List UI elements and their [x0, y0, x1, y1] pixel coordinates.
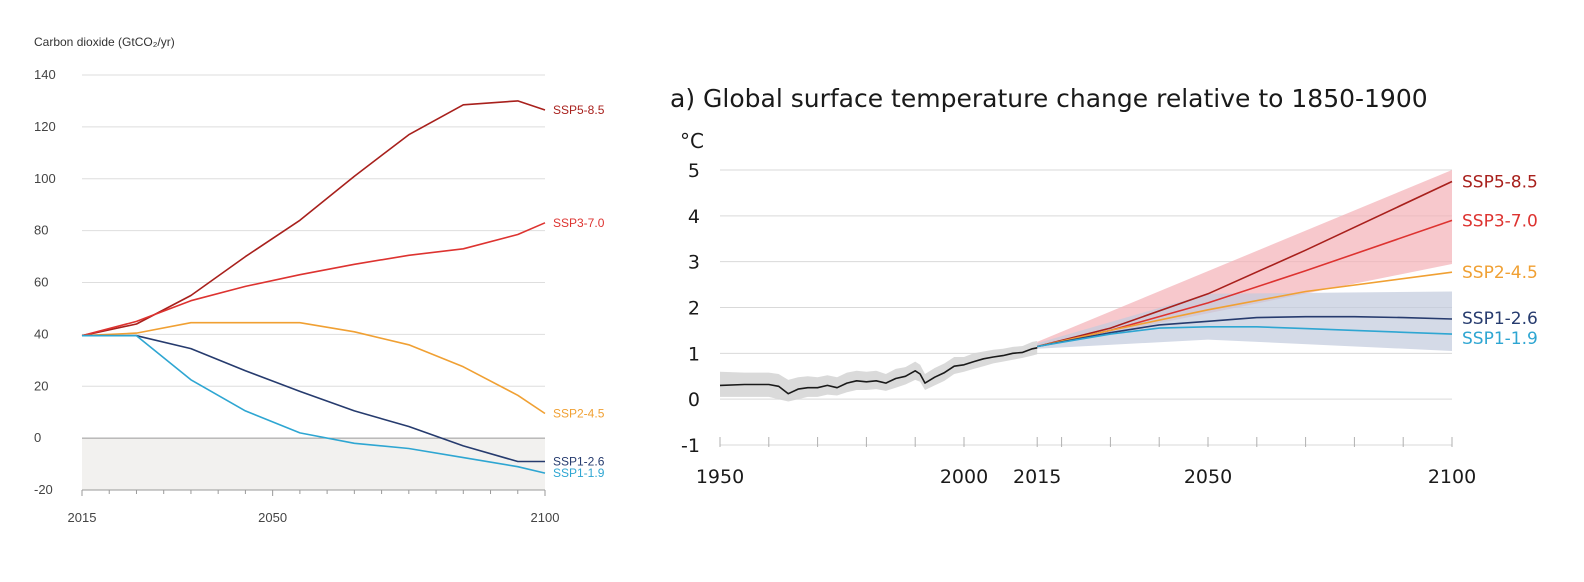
temperature-y-tick-label: 2 [688, 298, 700, 320]
co2-series-ssp3-7-0 [81, 222, 546, 337]
temperature-y-tick-label: -1 [681, 435, 700, 457]
historical-uncertainty-band [720, 341, 1038, 402]
co2-y-tick-label: 140 [34, 67, 56, 82]
co2-series-label-ssp1-1-9: SSP1-1.9 [553, 466, 605, 480]
temperature-y-tick-label: 5 [688, 160, 700, 182]
temperature-x-tick-label: 2100 [1428, 466, 1476, 488]
temperature-y-axis-unit: °C [680, 129, 704, 153]
co2-y-tick-label: 20 [34, 378, 48, 393]
co2-series-label-ssp2-4-5: SSP2-4.5 [553, 406, 605, 420]
temperature-series-label-ssp5-8-5: SSP5-8.5 [1462, 172, 1538, 192]
temperature-series-ssp5-8-5 [1037, 180, 1453, 348]
co2-series-ssp5-8-5 [81, 100, 546, 337]
temperature-y-tick-label: 1 [688, 343, 700, 365]
negative-emissions-region [82, 438, 545, 490]
temperature-band-ssp3-7-0 [1037, 170, 1452, 348]
temperature-series-label-ssp3-7-0: SSP3-7.0 [1462, 211, 1538, 231]
temperature-y-tick-label: 4 [688, 206, 700, 228]
co2-y-tick-label: 40 [34, 326, 48, 341]
co2-series-ssp1-2-6 [82, 334, 545, 463]
co2-series-label-ssp1-2-6: SSP1-2.6 [553, 454, 605, 468]
co2-series-ssp2-4-5 [81, 321, 546, 415]
co2-y-tick-label: 60 [34, 275, 48, 290]
temperature-y-tick-label: 3 [688, 252, 700, 274]
temperature-y-tick-label: 0 [688, 389, 700, 411]
temperature-series-label-ssp1-1-9: SSP1-1.9 [1462, 329, 1538, 349]
co2-series-ssp1-1-9 [82, 334, 546, 474]
temperature-series-label-ssp2-4-5: SSP2-4.5 [1462, 263, 1538, 283]
temperature-band-ssp1-2-6 [1037, 291, 1452, 351]
co2-series-label-ssp5-8-5: SSP5-8.5 [553, 103, 605, 117]
co2-x-tick-label: 2100 [531, 510, 560, 525]
co2-y-axis-label: Carbon dioxide (GtCO₂/yr) [34, 35, 175, 49]
co2-x-tick-label: 2015 [68, 510, 97, 525]
co2-y-tick-label: 0 [34, 430, 41, 445]
temperature-series-label-ssp1-2-6: SSP1-2.6 [1462, 309, 1538, 329]
temperature-x-tick-label: 2000 [940, 466, 988, 488]
temperature-x-tick-label: 2015 [1013, 466, 1061, 488]
co2-y-tick-label: 100 [34, 171, 56, 186]
temperature-x-tick-label: 1950 [696, 466, 744, 488]
temperature-series-ssp1-1-9 [1037, 326, 1453, 348]
co2-series-label-ssp3-7-0: SSP3-7.0 [553, 216, 605, 230]
temperature-chart-title: a) Global surface temperature change rel… [670, 84, 1428, 113]
temperature-series-ssp2-4-5 [1037, 271, 1453, 348]
co2-y-tick-label: -20 [34, 482, 53, 497]
historical-temperature-line [719, 347, 1038, 395]
temperature-series-ssp1-2-6 [1037, 315, 1453, 348]
temperature-x-tick-label: 2050 [1184, 466, 1232, 488]
co2-y-tick-label: 120 [34, 119, 56, 134]
co2-emissions-chart: Carbon dioxide (GtCO₂/yr) -20 0 20 40 60 80 10… [34, 35, 605, 525]
temperature-chart: a) Global surface temperature change rel… [670, 84, 1538, 488]
co2-y-tick-label: 80 [34, 223, 48, 238]
co2-x-tick-label: 2050 [258, 510, 287, 525]
